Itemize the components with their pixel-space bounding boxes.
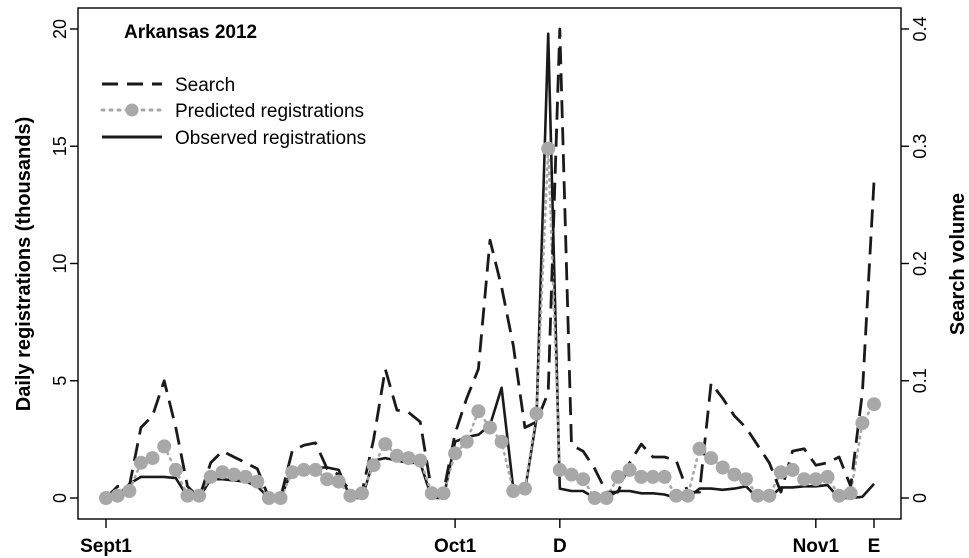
predicted-point — [459, 434, 474, 449]
predicted-point — [611, 469, 625, 484]
predicted-point — [273, 491, 288, 505]
right-tick-label: 0.3 — [910, 134, 930, 159]
predicted-point — [715, 460, 730, 475]
predicted-point — [517, 481, 532, 496]
predicted-point — [506, 484, 521, 498]
predicted-point — [227, 467, 241, 482]
predicted-point — [727, 467, 742, 482]
predicted-point — [785, 462, 800, 477]
predicted-point — [541, 141, 556, 156]
predicted-point — [401, 451, 416, 466]
predicted-point — [599, 491, 614, 505]
right-tick-label: 0 — [910, 493, 930, 503]
predicted-point — [750, 488, 765, 503]
predicted-point — [285, 465, 300, 480]
predicted-point — [820, 469, 835, 484]
predicted-point — [448, 446, 463, 461]
chart-title: Arkansas 2012 — [124, 22, 257, 43]
left-tick-label: 20 — [50, 19, 70, 39]
series-search-line — [105, 27, 876, 500]
right-tick-label: 0.2 — [910, 251, 930, 276]
right-tick-label: 0.1 — [910, 368, 930, 393]
predicted-point — [797, 472, 812, 487]
predicted-point — [238, 469, 253, 484]
predicted-point — [436, 486, 451, 501]
predicted-point — [552, 462, 567, 477]
left-tick-label: 5 — [50, 376, 70, 386]
predicted-point — [343, 488, 358, 503]
predicted-point — [261, 491, 276, 505]
series-layer — [99, 27, 881, 505]
predicted-point — [773, 465, 788, 480]
x-axis: Sept1 Oct1 D Nov1 E — [80, 519, 880, 557]
left-tick-label: 10 — [50, 253, 70, 273]
predicted-point — [413, 453, 428, 468]
predicted-point — [587, 491, 602, 505]
predicted-point — [855, 416, 870, 430]
predicted-point — [122, 484, 137, 498]
predicted-point — [192, 488, 207, 503]
predicted-point — [215, 465, 230, 480]
predicted-point — [704, 451, 719, 466]
predicted-point — [99, 491, 113, 505]
x-tick-label: D — [553, 536, 567, 557]
predicted-point — [762, 488, 777, 503]
predicted-point — [424, 486, 439, 501]
legend-label-observed: Observed registrations — [175, 128, 366, 149]
legend-label-predicted: Predicted registrations — [175, 101, 364, 122]
predicted-point — [832, 488, 847, 503]
predicted-point — [622, 462, 637, 477]
predicted-point — [366, 458, 381, 473]
right-tick-label: 0.4 — [910, 16, 930, 41]
left-tick-label: 15 — [50, 136, 70, 156]
legend-label-search: Search — [175, 75, 235, 96]
predicted-point — [145, 451, 160, 466]
predicted-point — [529, 406, 544, 421]
predicted-point — [331, 474, 346, 489]
predicted-point — [250, 474, 265, 489]
predicted-point — [669, 488, 684, 503]
left-tick-label: 0 — [50, 493, 70, 503]
right-axis-title: Search volume — [947, 193, 969, 335]
right-y-axis: 0 0.1 0.2 0.3 0.4 — [901, 16, 930, 503]
predicted-point — [808, 472, 823, 487]
x-tick-label: Oct1 — [434, 536, 477, 557]
predicted-point — [168, 462, 183, 477]
predicted-point — [576, 472, 591, 487]
predicted-point — [110, 488, 125, 503]
left-axis-title: Daily registrations (thousands) — [13, 117, 35, 412]
predicted-point — [471, 404, 486, 419]
legend-swatch-predicted-point — [125, 103, 139, 117]
predicted-point — [296, 462, 311, 477]
predicted-point — [157, 439, 172, 454]
predicted-point — [680, 488, 695, 503]
predicted-point — [692, 441, 707, 456]
predicted-point — [564, 467, 579, 482]
predicted-point — [867, 397, 881, 412]
legend: Search Predicted registrations Observed … — [100, 75, 366, 149]
x-tick-label: E — [868, 536, 881, 557]
predicted-point — [657, 469, 672, 484]
x-tick-label: Sept1 — [80, 536, 132, 557]
predicted-point — [378, 437, 393, 452]
predicted-point — [308, 462, 323, 477]
predicted-point — [645, 469, 660, 484]
predicted-point — [133, 455, 148, 470]
predicted-point — [180, 488, 195, 503]
predicted-point — [389, 448, 404, 463]
left-y-axis: 0 5 10 15 20 — [50, 19, 78, 503]
predicted-point — [739, 472, 753, 487]
predicted-point — [494, 434, 509, 449]
predicted-point — [203, 469, 218, 484]
x-tick-label: Nov1 — [793, 536, 840, 557]
predicted-point — [320, 472, 335, 487]
predicted-point — [634, 469, 649, 484]
predicted-point — [843, 486, 858, 501]
predicted-point — [483, 420, 497, 435]
predicted-point — [355, 486, 369, 501]
